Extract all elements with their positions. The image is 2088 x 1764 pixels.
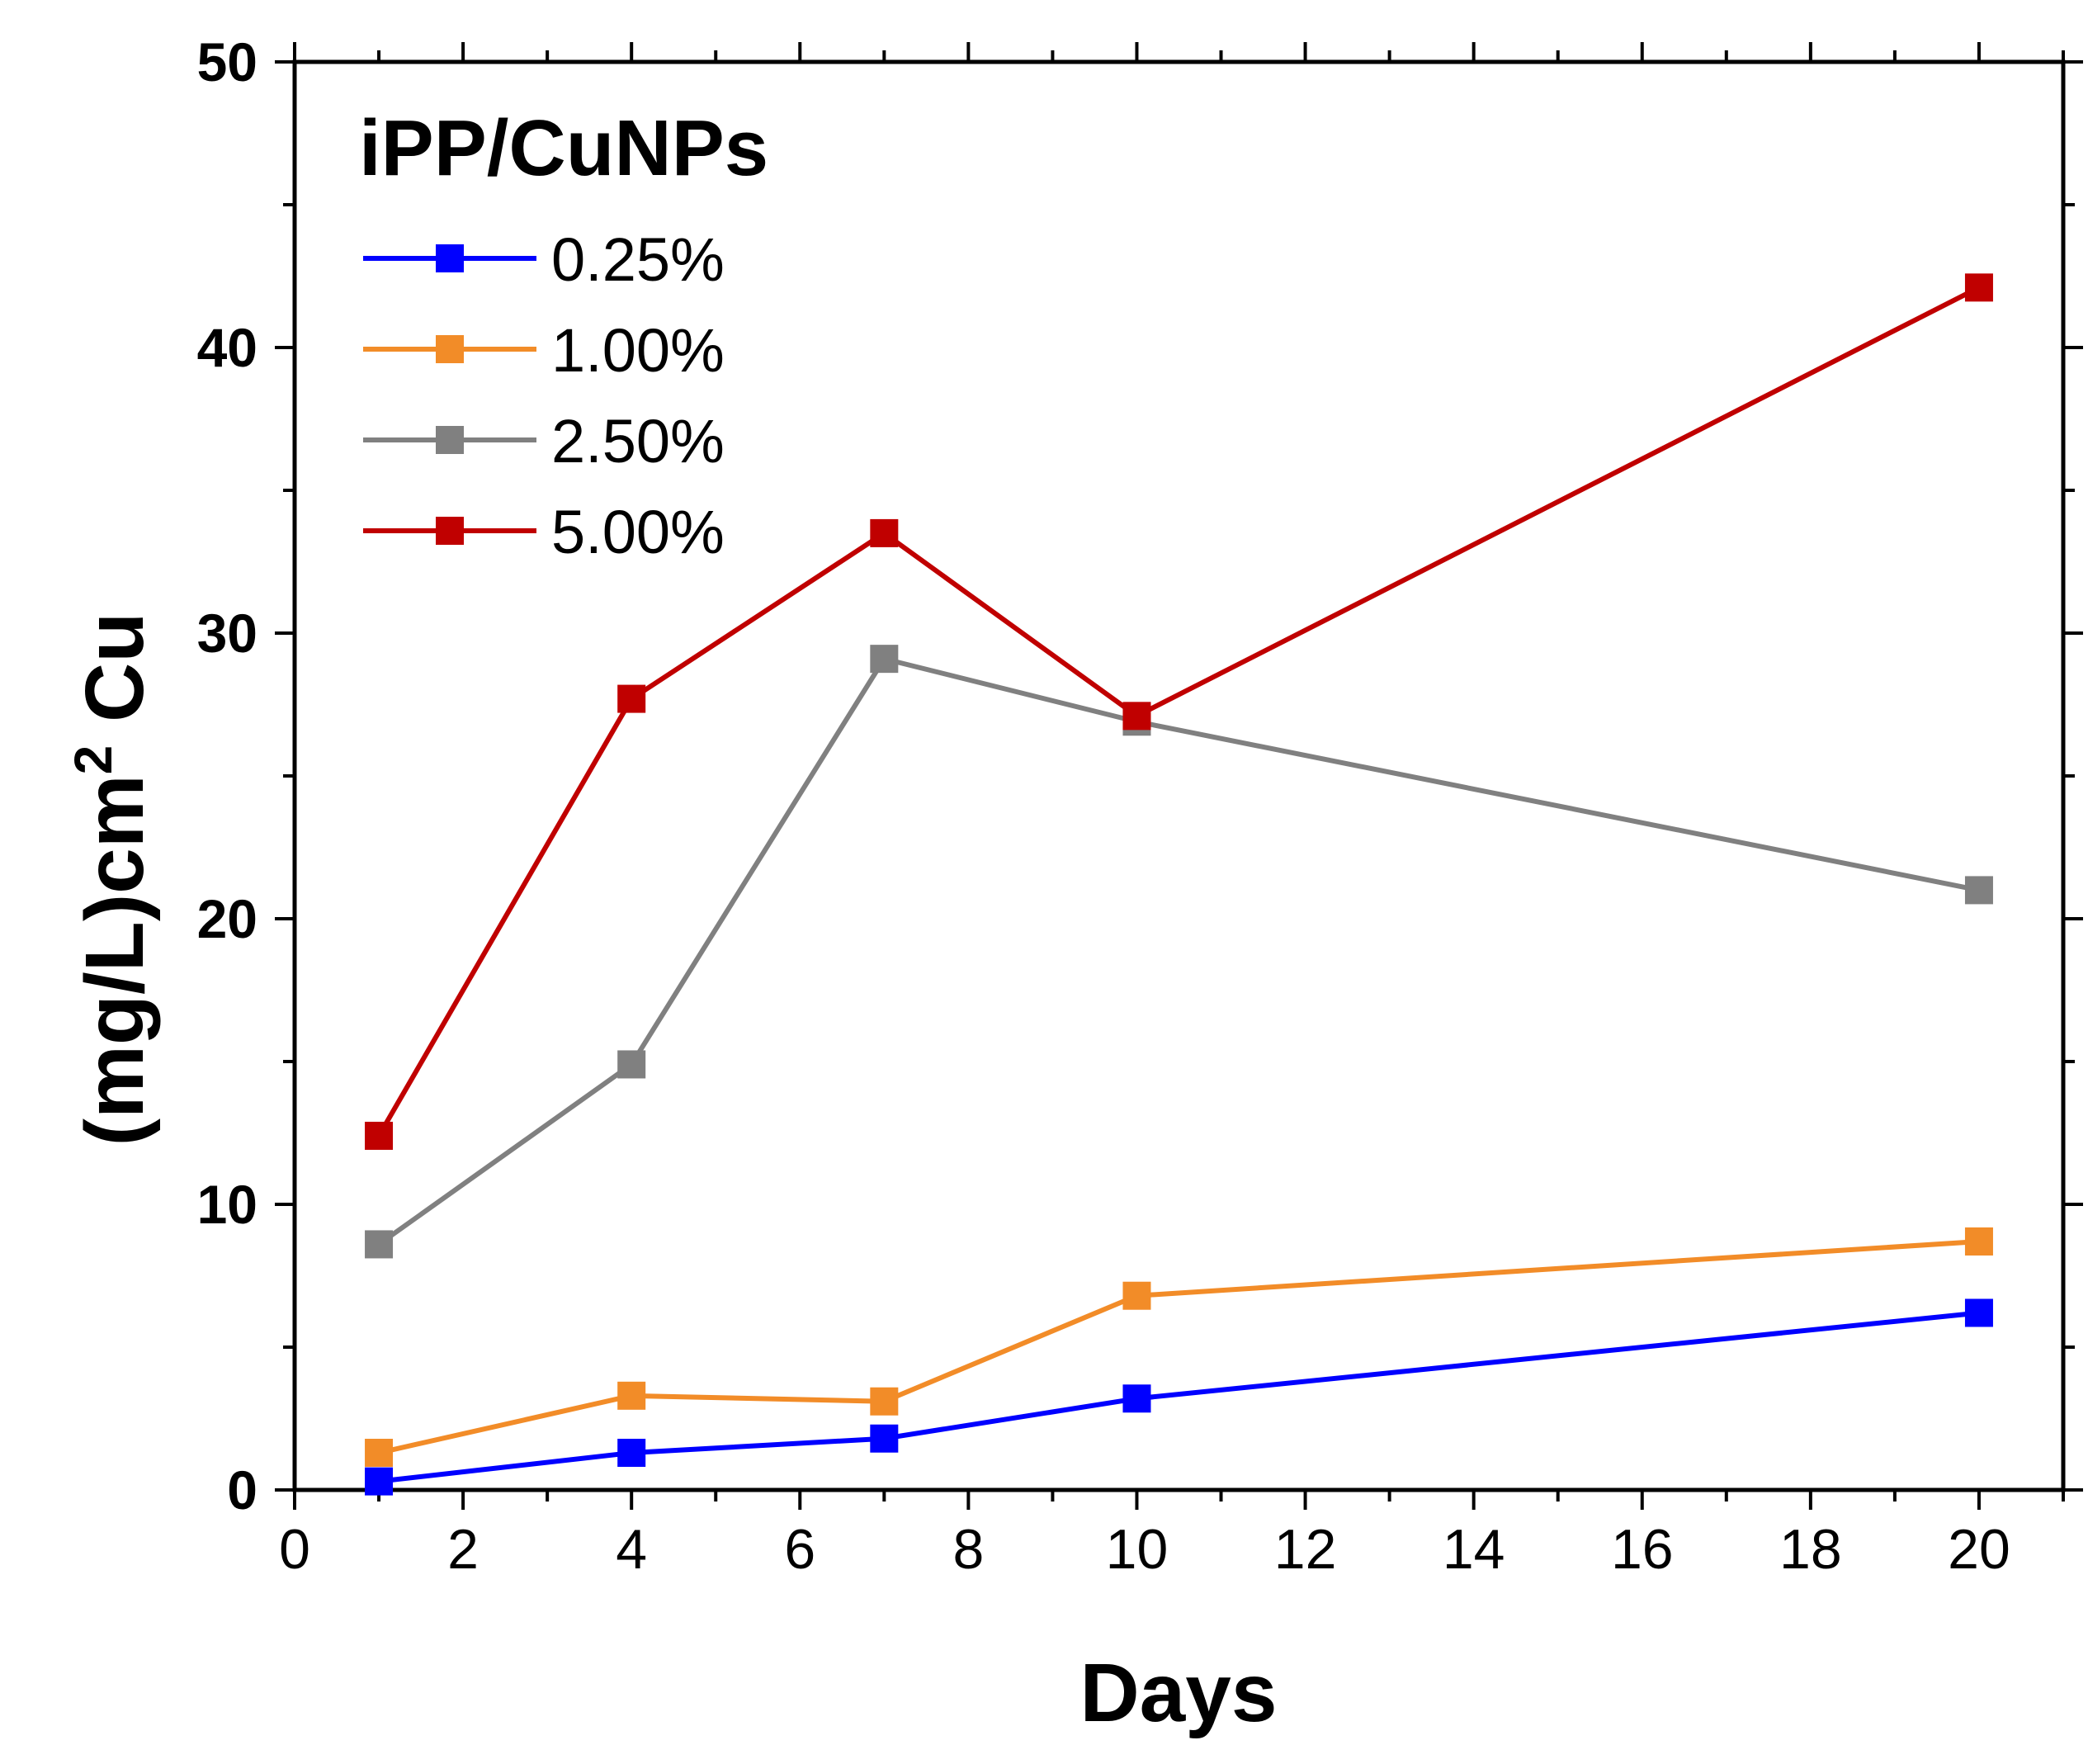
y-axis-title-main: (mg/L)cm	[68, 774, 161, 1146]
axes: 0 2 4 6 8 10 12 14 16 18 20 0 10 20 30 40 50	[197, 31, 2083, 1581]
x-tick-label: 12	[1274, 1518, 1337, 1581]
x-tick-label: 4	[616, 1518, 647, 1581]
legend-item: 1.00%	[363, 316, 725, 385]
legend-label: 2.50%	[551, 407, 725, 475]
legend-marker	[436, 517, 464, 545]
series-1.00%	[365, 1227, 1993, 1468]
legend-label: 1.00%	[551, 316, 725, 385]
y-axis-title-tail: Cu	[68, 612, 161, 745]
data-point	[870, 1424, 899, 1453]
data-point	[870, 1387, 899, 1416]
x-tick-label: 14	[1443, 1518, 1505, 1581]
y-tick-label: 10	[197, 1174, 257, 1235]
series-0.25%	[365, 1298, 1993, 1496]
legend-item: 0.25%	[363, 225, 725, 294]
data-point	[1122, 1281, 1151, 1310]
x-tick-label: 10	[1106, 1518, 1169, 1581]
x-tick-label: 8	[952, 1518, 984, 1581]
legend-marker	[436, 426, 464, 454]
data-point	[1122, 1384, 1151, 1413]
data-point	[1964, 273, 1993, 302]
legend-marker	[436, 335, 464, 363]
legend-label: 5.00%	[551, 498, 725, 566]
legend-title: iPP/CuNPs	[359, 104, 768, 192]
data-point	[617, 1439, 646, 1468]
x-tick-label: 18	[1779, 1518, 1842, 1581]
data-point	[365, 1230, 394, 1259]
x-axis-title: Days	[1079, 1647, 1277, 1739]
legend-marker	[436, 244, 464, 272]
y-tick-label: 50	[197, 31, 257, 92]
legend-item: 5.00%	[363, 498, 725, 566]
data-point	[1964, 876, 1993, 905]
legend-label: 0.25%	[551, 225, 725, 294]
y-axis-title: (mg/L)cm2 Cu	[64, 612, 161, 1147]
x-tick-label: 6	[784, 1518, 815, 1581]
series-5.00%	[365, 273, 1993, 1150]
x-tick-label: 2	[447, 1518, 479, 1581]
data-point	[1964, 1227, 1993, 1256]
y-tick-label: 20	[197, 888, 257, 949]
data-point	[617, 684, 646, 713]
x-tick-label: 16	[1611, 1518, 1674, 1581]
data-point	[617, 1050, 646, 1079]
data-point	[870, 518, 899, 547]
data-point	[365, 1439, 394, 1468]
legend: iPP/CuNPs 0.25% 1.00% 2.50% 5.00%	[359, 104, 768, 566]
series-line	[377, 656, 1980, 1246]
data-point	[1964, 1298, 1993, 1327]
x-tick-label: 20	[1948, 1518, 2010, 1581]
data-point	[870, 645, 899, 674]
y-axis-title-sup: 2	[64, 745, 123, 775]
data-point	[1122, 702, 1151, 731]
series-line	[378, 1238, 1980, 1455]
data-point	[365, 1121, 394, 1150]
legend-item: 2.50%	[363, 407, 725, 475]
y-tick-label: 0	[227, 1459, 257, 1520]
x-tick-label: 0	[279, 1518, 310, 1581]
series-layer	[365, 273, 1993, 1496]
data-point	[617, 1381, 646, 1410]
y-tick-label: 40	[197, 317, 257, 378]
y-tick-label: 30	[197, 603, 257, 664]
data-point	[365, 1467, 394, 1496]
